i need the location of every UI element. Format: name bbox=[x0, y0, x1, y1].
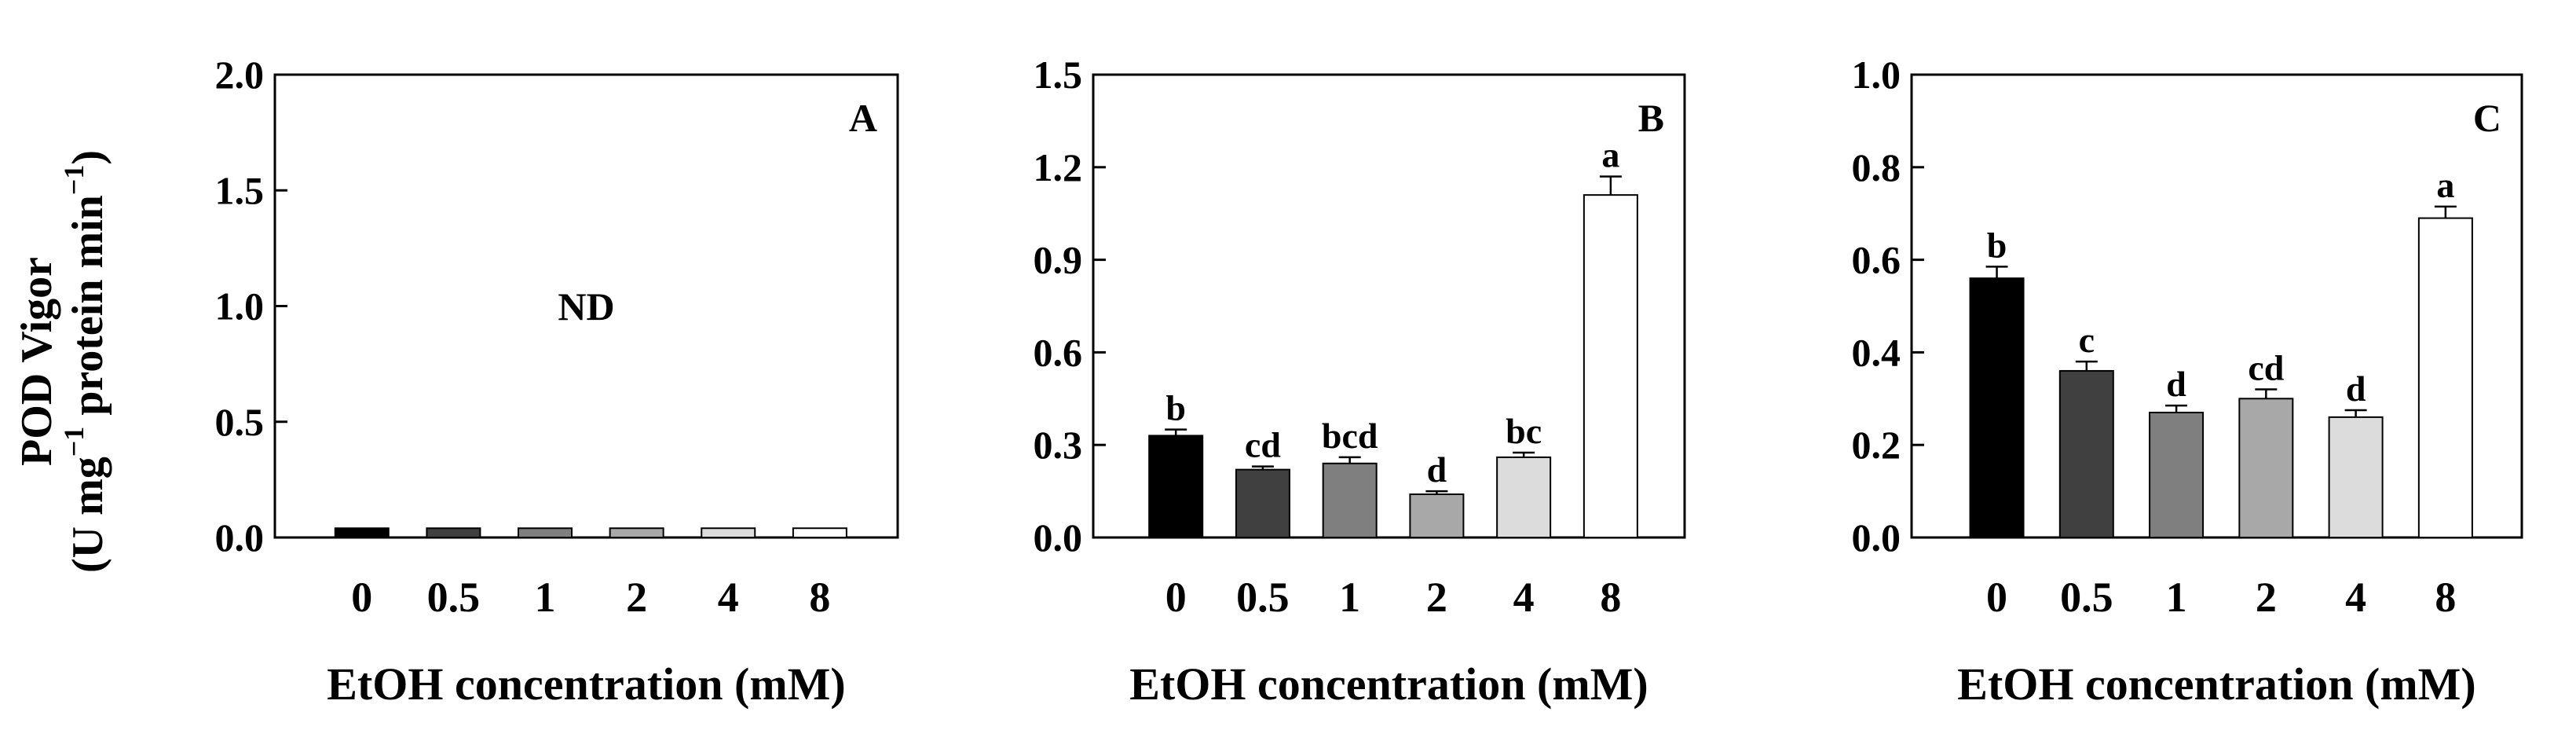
x-tick-label: 0.5 bbox=[2060, 574, 2113, 621]
x-tick-label: 1 bbox=[535, 574, 556, 621]
bar bbox=[334, 527, 390, 538]
x-tick-label: 8 bbox=[2435, 574, 2456, 621]
panel-c: 0.0 0.2 0.4 0.6 0.8 1.0 b 0 c 0.5 d 1 cd 2 d 4 a 8 C EtOH c… bbox=[1852, 53, 2523, 710]
y-tick-label: 0.0 bbox=[1852, 515, 1901, 559]
x-tick-label: 8 bbox=[809, 574, 830, 621]
y-tick-label: 1.0 bbox=[215, 284, 265, 328]
x-tick-label: 1 bbox=[2166, 574, 2187, 621]
y-tick-label: 0.0 bbox=[215, 515, 265, 559]
significance-letter: d bbox=[2166, 364, 2186, 404]
bar bbox=[1583, 194, 1638, 538]
x-axis-title: EtOH concentration (mM) bbox=[1957, 658, 2475, 710]
plot-frame bbox=[1910, 73, 2523, 539]
y-axis-title-line2: (U mg−1 protein min−1) bbox=[58, 150, 112, 573]
significance-letter: c bbox=[2079, 320, 2095, 360]
bar bbox=[2328, 416, 2384, 538]
bar bbox=[792, 527, 847, 538]
y-tick-label: 0.2 bbox=[1852, 423, 1901, 467]
y-tick-label: 0.9 bbox=[1034, 238, 1083, 282]
bar bbox=[1148, 435, 1204, 538]
bar bbox=[2058, 369, 2114, 538]
x-tick-label: 4 bbox=[1513, 574, 1535, 621]
x-tick-label: 2 bbox=[2256, 574, 2277, 621]
y-tick-label: 1.5 bbox=[215, 168, 265, 212]
y-tick-label: 0.3 bbox=[1034, 423, 1083, 467]
x-axis-title: EtOH concentration (mM) bbox=[327, 658, 845, 710]
significance-letter: b bbox=[1987, 225, 2007, 265]
x-tick-label: 1 bbox=[1339, 574, 1360, 621]
significance-letter: d bbox=[2346, 369, 2366, 409]
bar bbox=[2149, 411, 2205, 538]
bar bbox=[1969, 277, 2025, 538]
y-axis-title: POD Vigor (U mg−1 protein min−1) bbox=[13, 150, 112, 573]
x-tick-label: 4 bbox=[2345, 574, 2366, 621]
significance-letter: a bbox=[2436, 165, 2454, 205]
x-tick-label: 0 bbox=[351, 574, 372, 621]
bar bbox=[2417, 217, 2473, 538]
bar bbox=[701, 527, 756, 538]
bar bbox=[1322, 462, 1378, 539]
plot-frame bbox=[1092, 73, 1686, 539]
bar bbox=[2238, 398, 2294, 538]
x-tick-label: 2 bbox=[1426, 574, 1447, 621]
y-tick-label: 0.6 bbox=[1852, 238, 1901, 282]
bar bbox=[1235, 468, 1290, 539]
x-tick-label: 0 bbox=[1165, 574, 1187, 621]
x-tick-label: 0 bbox=[1986, 574, 2007, 621]
y-tick-label: 1.2 bbox=[1034, 145, 1083, 189]
x-tick-label: 0.5 bbox=[427, 574, 481, 621]
not-detected-annotation: ND bbox=[558, 284, 614, 328]
y-tick-label: 0.5 bbox=[215, 400, 265, 444]
panel-label: C bbox=[2473, 96, 2501, 140]
significance-letter: a bbox=[1601, 135, 1619, 175]
bar bbox=[518, 527, 573, 538]
x-tick-label: 8 bbox=[1600, 574, 1621, 621]
panel-a: 0.0 0.5 1.0 1.5 2.0 0 0.5 1 2 4 8 A ND EtOH concentra… bbox=[215, 53, 899, 710]
y-tick-label: 0.0 bbox=[1034, 515, 1083, 559]
x-tick-label: 0.5 bbox=[1236, 574, 1290, 621]
panel-b: 0.0 0.3 0.6 0.9 1.2 1.5 b 0 cd 0.5 bcd 1 d 2 bc 4 a 8 B EtO… bbox=[1034, 53, 1686, 710]
significance-letter: d bbox=[1427, 449, 1447, 490]
bar bbox=[426, 527, 481, 538]
bar bbox=[609, 527, 664, 538]
x-tick-label: 4 bbox=[718, 574, 739, 621]
bar bbox=[1409, 493, 1465, 539]
y-tick-label: 1.5 bbox=[1034, 53, 1083, 97]
y-tick-label: 0.8 bbox=[1852, 145, 1901, 189]
significance-letter: cd bbox=[2248, 348, 2284, 388]
y-tick-label: 1.0 bbox=[1852, 53, 1901, 97]
x-tick-label: 2 bbox=[626, 574, 647, 621]
y-tick-label: 0.6 bbox=[1034, 330, 1083, 374]
significance-letter: b bbox=[1165, 388, 1186, 428]
y-tick-label: 0.4 bbox=[1852, 330, 1901, 374]
significance-letter: bc bbox=[1506, 411, 1542, 451]
x-axis-title: EtOH concentration (mM) bbox=[1129, 658, 1648, 710]
significance-letter: bcd bbox=[1322, 416, 1378, 456]
significance-letter: cd bbox=[1245, 425, 1281, 465]
y-axis-title-line1: POD Vigor bbox=[13, 257, 61, 466]
bar bbox=[1496, 456, 1552, 539]
y-tick-label: 2.0 bbox=[215, 53, 265, 97]
panel-label: B bbox=[1638, 96, 1664, 140]
panel-label: A bbox=[849, 96, 877, 140]
